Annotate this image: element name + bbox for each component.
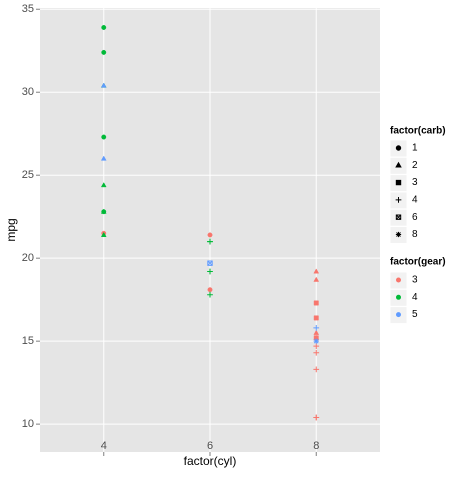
legend-symbol [395, 294, 402, 300]
legend-label: 3 [412, 275, 418, 286]
y-tick-label: 30 [22, 86, 34, 98]
legend-label: 8 [412, 229, 418, 240]
legend-label: 6 [412, 212, 418, 223]
x-tick-label: 6 [207, 440, 213, 452]
y-tick-label: 15 [22, 335, 34, 347]
point [313, 366, 320, 373]
legend-title: factor(gear) [390, 257, 446, 268]
point [100, 208, 107, 214]
x-tick-label: 4 [101, 440, 107, 452]
legend-label: 1 [412, 143, 418, 154]
point [207, 268, 213, 275]
legend-symbol [395, 231, 402, 238]
legend-symbol [395, 179, 402, 186]
point [313, 276, 320, 282]
legend-label: 4 [412, 292, 418, 303]
y-tick-label: 10 [22, 418, 34, 430]
y-axis-title: mpg [4, 218, 18, 241]
point [100, 155, 107, 161]
x-tick-label: 8 [313, 440, 319, 452]
point [313, 338, 319, 344]
point [101, 134, 107, 140]
legend-label: 2 [412, 160, 418, 171]
legend-symbol [395, 214, 402, 220]
point [313, 414, 320, 421]
point [101, 25, 107, 30]
point [207, 238, 213, 245]
legend-title: factor(carb) [390, 126, 446, 137]
point [207, 291, 213, 298]
point [207, 260, 213, 266]
point [313, 349, 320, 356]
legend-symbol [395, 197, 402, 203]
point [207, 287, 213, 293]
point [313, 300, 319, 306]
y-tick-label: 35 [22, 3, 34, 15]
point [313, 343, 320, 349]
point [100, 182, 107, 188]
point [100, 82, 107, 88]
y-tick-label: 20 [22, 252, 34, 264]
legend-label: 3 [412, 177, 418, 188]
legend-label: 4 [412, 195, 418, 206]
point [101, 49, 107, 55]
legend-symbol [395, 277, 402, 283]
y-tick-label: 25 [22, 169, 34, 181]
legend-symbol [395, 145, 402, 151]
point [313, 268, 320, 274]
legend-symbol [395, 312, 402, 318]
point [313, 315, 319, 321]
point [313, 325, 320, 331]
x-axis-title: factor(cyl) [184, 454, 237, 468]
legend-symbol [395, 161, 402, 168]
point [313, 329, 320, 335]
legend-label: 5 [412, 309, 418, 320]
point [100, 231, 107, 237]
point [207, 232, 213, 238]
